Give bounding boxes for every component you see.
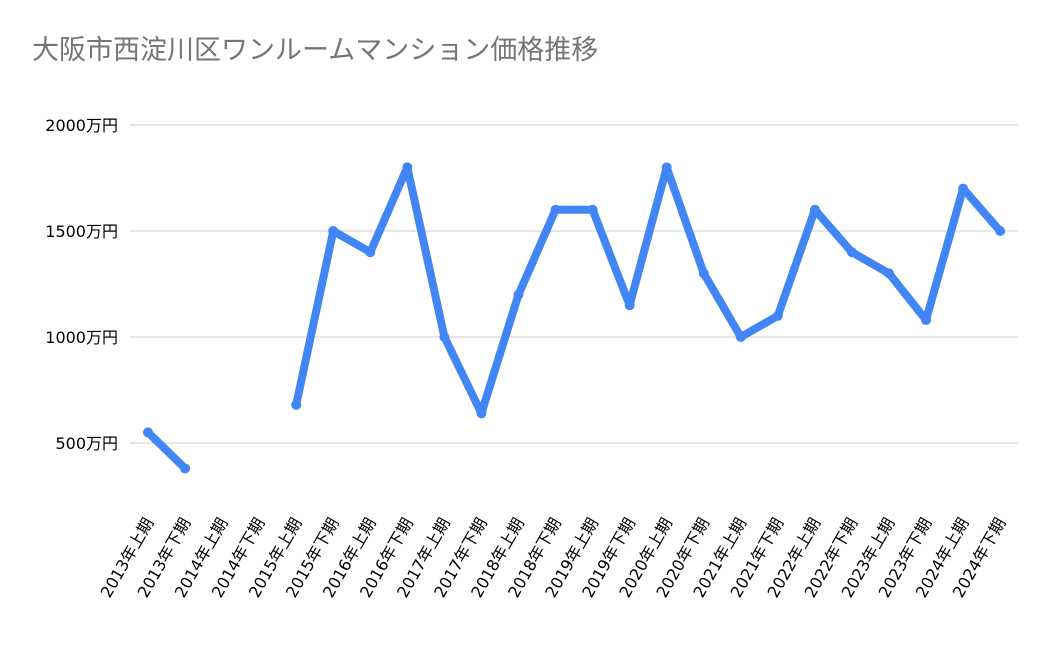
data-point-2013年下期	[180, 463, 191, 474]
data-point-2017年下期	[476, 408, 487, 419]
gridlines	[130, 124, 1018, 444]
data-point-2024年上期	[958, 183, 969, 194]
data-point-2020年上期	[661, 162, 672, 173]
data-point-2013年上期	[143, 427, 153, 438]
x-axis-tick-labels: 2013年上期2013年下期2014年上期2014年下期2015年上期2015年…	[97, 515, 1010, 601]
y-tick-label: 500万円	[55, 434, 118, 453]
series-line-segment-0	[144, 428, 190, 473]
data-point-2023年上期	[884, 268, 894, 279]
y-tick-label: 2000万円	[45, 116, 118, 135]
series-lines	[144, 163, 1005, 473]
series-points	[143, 162, 1006, 474]
data-point-2022年上期	[809, 204, 820, 215]
data-point-2021年下期	[772, 310, 783, 321]
data-point-2023年下期	[921, 315, 932, 326]
data-point-2018年下期	[550, 204, 561, 215]
chart-title: 大阪市西淀川区ワンルームマンション価格推移	[32, 35, 599, 66]
y-tick-label: 1000万円	[45, 328, 118, 347]
data-point-2016年上期	[365, 247, 376, 258]
data-point-2016年下期	[402, 162, 413, 173]
data-point-2022年下期	[846, 247, 857, 258]
data-point-2017年上期	[439, 332, 450, 342]
data-point-2019年上期	[587, 204, 598, 215]
data-point-2018年上期	[513, 289, 524, 300]
y-tick-label: 1500万円	[45, 222, 118, 241]
y-axis-tick-labels: 500万円 1000万円 1500万円 2000万円	[45, 116, 118, 453]
data-point-2024年下期	[995, 226, 1006, 236]
data-point-2019年下期	[624, 300, 635, 311]
data-point-2015年下期	[328, 226, 339, 236]
data-point-2021年上期	[735, 332, 746, 342]
series-line-segment-1	[292, 163, 1005, 418]
data-point-2015年上期	[291, 399, 302, 410]
data-point-2020年下期	[698, 268, 709, 279]
